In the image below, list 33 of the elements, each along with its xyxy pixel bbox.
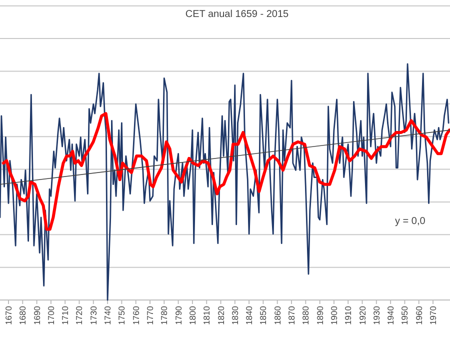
x-tick-label: 1900 [328,306,339,325]
x-tick-label: 1880 [300,306,311,325]
x-tick-label: 1960 [414,306,424,325]
x-tick-label: 1770 [145,306,155,325]
x-tick-label: 1680 [18,306,28,325]
x-tick-label: 1920 [357,306,368,325]
x-tick-label: 1940 [386,306,396,325]
x-tick-label: 1700 [46,306,56,325]
chart-title: CET anual 1659 - 2015 [185,9,290,20]
x-tick-label: 1690 [32,306,42,325]
x-tick-label: 1730 [88,306,98,325]
x-tick-label: 1830 [230,306,240,325]
x-tick-label: 1780 [159,306,170,325]
x-tick-label: 1910 [343,306,354,325]
x-tick-label: 1670 [3,306,14,325]
x-tick-label: 1970 [428,306,438,325]
x-tick-label: 1870 [286,306,297,325]
x-tick-label: 1820 [216,306,226,325]
x-tick-label: 1950 [400,306,410,325]
x-tick-label: 1890 [314,306,325,325]
annotation: y = 0,0 [395,216,426,227]
x-tick-label: 1840 [244,306,254,325]
x-tick-label: 1760 [130,306,141,325]
x-tick-label: 1810 [202,306,212,325]
x-tick-label: 1850 [258,306,268,325]
x-tick-label: 1860 [272,306,282,325]
x-tick-label: 1710 [60,306,70,325]
x-tick-label: 1750 [116,306,127,325]
x-tick-label: 1800 [187,306,198,325]
x-tick-label: 1720 [74,306,84,325]
x-tick-label: 1740 [102,306,113,325]
x-tick-label: 1930 [371,306,382,325]
x-tick-label: 1790 [173,306,184,325]
